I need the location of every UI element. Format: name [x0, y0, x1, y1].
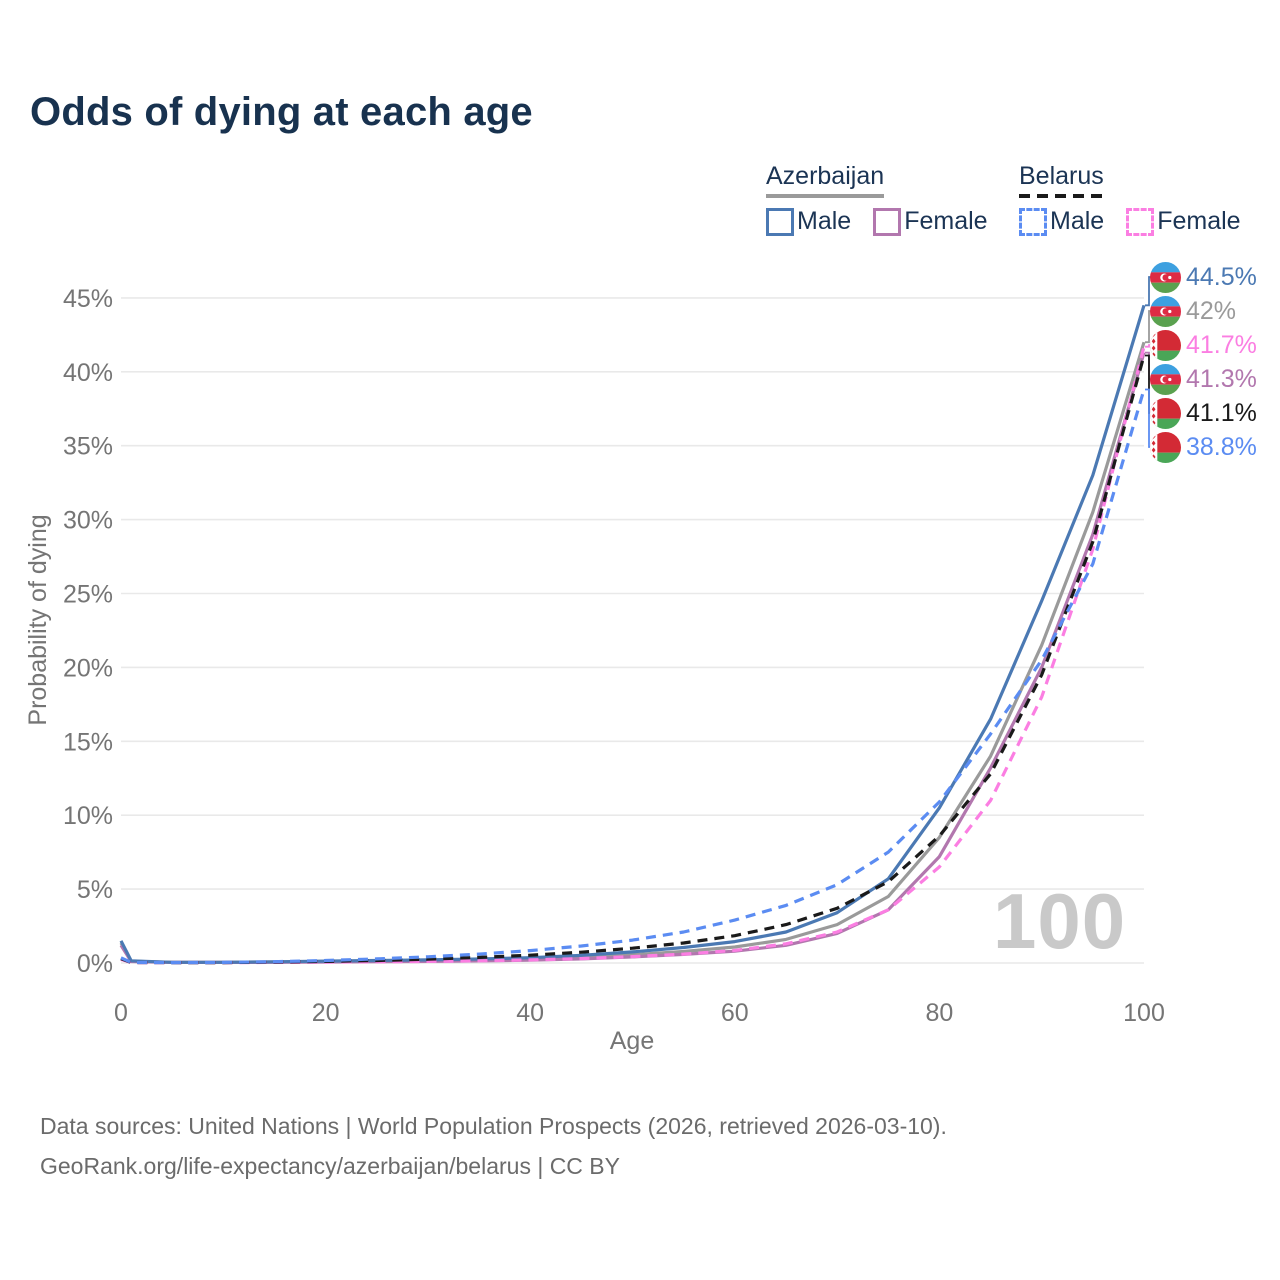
legend-item-label: Female — [1157, 207, 1241, 235]
end-label-azerbaijan-female: 41.3% — [1150, 362, 1257, 396]
end-label-azerbaijan: 42% — [1150, 294, 1236, 328]
x-tick-label: 80 — [925, 999, 953, 1027]
legend-group-title-azerbaijan: Azerbaijan — [766, 162, 885, 190]
end-label-value: 44.5% — [1186, 262, 1257, 291]
y-tick-label: 0% — [77, 950, 113, 978]
y-tick-label: 30% — [63, 507, 113, 535]
end-label-azerbaijan-male: 44.5% — [1150, 260, 1257, 294]
x-tick-label: 60 — [721, 999, 749, 1027]
end-label-value: 41.1% — [1186, 398, 1257, 427]
x-tick-label: 100 — [1123, 999, 1165, 1027]
line-belarus-female — [120, 346, 1146, 965]
legend-swatch-azerbaijan-male — [766, 207, 794, 236]
belarus-flag-icon — [1150, 431, 1181, 463]
line-azerbaijan-male — [119, 304, 1146, 964]
legend-item-label: Male — [1050, 207, 1105, 235]
age-counter-watermark: 100 — [993, 877, 1127, 965]
belarus-flag-icon — [1150, 329, 1181, 361]
legend-item-label: Female — [904, 207, 988, 235]
end-label-belarus-female: 41.7% — [1150, 328, 1257, 362]
y-tick-label: 20% — [63, 654, 113, 682]
legend-swatch-belarus-female — [1126, 207, 1155, 236]
end-label-value: 38.8% — [1186, 432, 1257, 461]
end-label-belarus-male: 38.8% — [1150, 430, 1257, 464]
line-belarus-male — [120, 389, 1146, 965]
footer-url-line: GeoRank.org/life-expectancy/azerbaijan/b… — [40, 1153, 620, 1179]
legend-item-azerbaijan-male[interactable]: Male — [766, 207, 851, 236]
legend-swatch-azerbaijan-female — [873, 207, 902, 236]
legend-group-title-belarus: Belarus — [1019, 162, 1104, 190]
x-tick-label: 0 — [114, 999, 128, 1027]
end-label-value: 41.7% — [1186, 330, 1257, 359]
legend-item-azerbaijan-female[interactable]: Female — [873, 207, 988, 236]
footer: Data sources: United Nations | World Pop… — [40, 1106, 947, 1186]
azerbaijan-flag-icon — [1150, 363, 1181, 395]
end-label-belarus: 41.1% — [1150, 396, 1257, 430]
end-label-value: 42% — [1186, 296, 1237, 325]
legend-item-belarus-female[interactable]: Female — [1126, 207, 1241, 236]
gridlines — [121, 297, 1144, 964]
page-title: Odds of dying at each age — [30, 90, 533, 134]
legend-underline-azerbaijan — [766, 194, 885, 198]
line-azerbaijan-female — [119, 352, 1146, 964]
axis-ticks: 0% 5% 10% 15% 20% 25% 30% 35% 40% 45% 0 20 40 60 80 100 — [63, 285, 1165, 1027]
legend-group-belarus: Belarus Male Female — [1019, 162, 1241, 236]
y-tick-label: 25% — [63, 581, 113, 609]
y-tick-label: 45% — [63, 285, 113, 313]
y-tick-label: 40% — [63, 359, 113, 387]
y-tick-label: 10% — [63, 802, 113, 830]
azerbaijan-flag-icon — [1150, 295, 1181, 327]
legend-item-label: Male — [797, 207, 852, 235]
y-tick-label: 5% — [77, 876, 113, 904]
y-axis-title: Probability of dying — [24, 514, 52, 725]
legend-item-belarus-male[interactable]: Male — [1019, 207, 1104, 236]
y-tick-label: 35% — [63, 433, 113, 461]
line-azerbaijan — [119, 341, 1146, 964]
y-tick-label: 15% — [63, 728, 113, 756]
footer-source-line: Data sources: United Nations | World Pop… — [40, 1113, 947, 1139]
legend-swatch-belarus-male — [1019, 207, 1047, 236]
legend-underline-belarus — [1019, 194, 1104, 198]
legend-group-azerbaijan: Azerbaijan Male Female — [766, 162, 988, 236]
end-label-value: 41.3% — [1186, 364, 1257, 393]
data-series — [119, 304, 1146, 965]
x-axis-title: Age — [610, 1027, 654, 1055]
belarus-flag-icon — [1150, 397, 1181, 429]
azerbaijan-flag-icon — [1150, 261, 1181, 293]
line-belarus — [120, 355, 1146, 965]
x-tick-label: 20 — [312, 999, 340, 1027]
x-tick-label: 40 — [516, 999, 544, 1027]
